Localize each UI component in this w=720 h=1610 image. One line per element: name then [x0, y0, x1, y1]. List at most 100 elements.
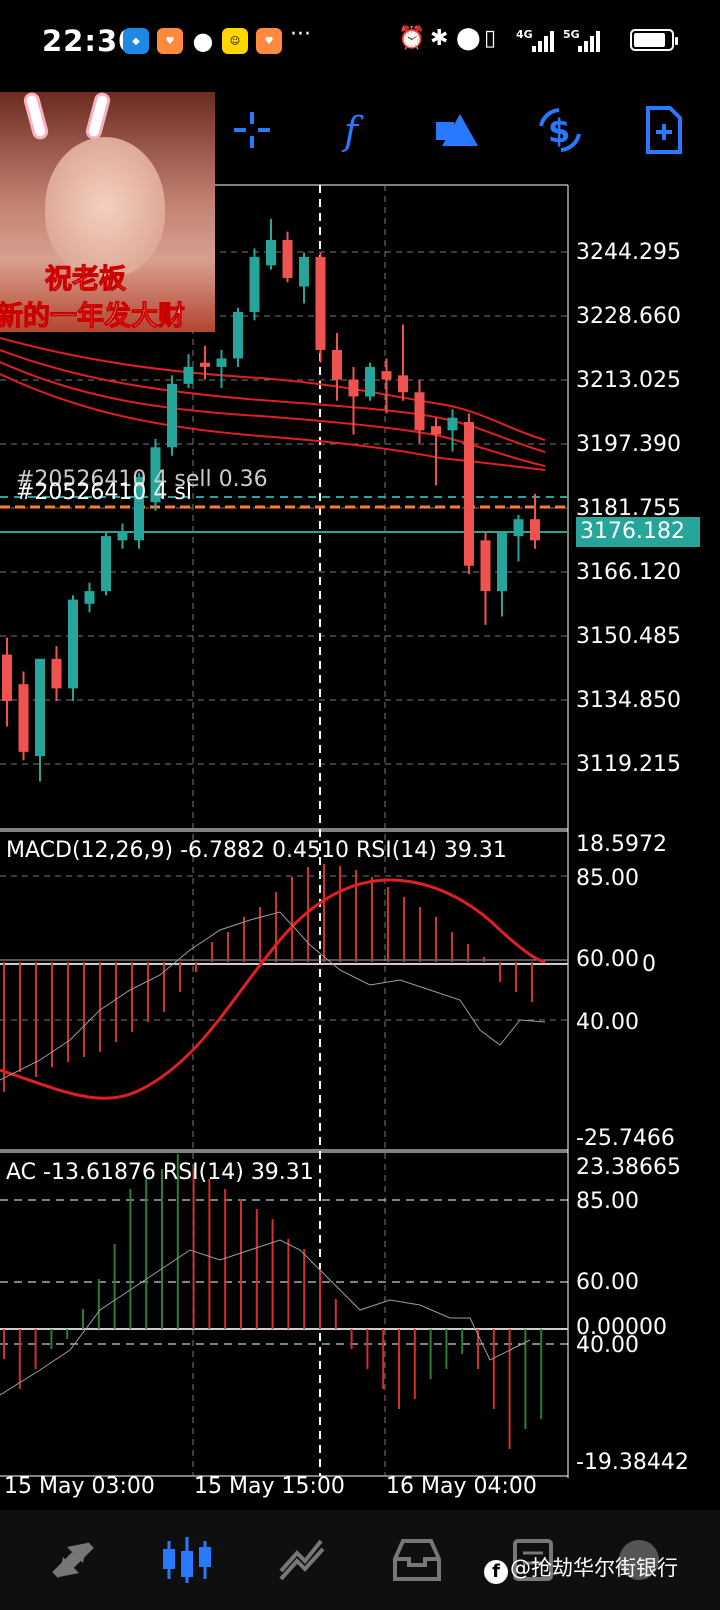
candle-body [51, 658, 62, 689]
y-label: 3228.660 [576, 304, 681, 329]
bunny-ear-left [22, 92, 50, 142]
candle-body [18, 684, 29, 752]
candle-body [464, 421, 474, 566]
macd-top-label: 18.5972 [576, 832, 667, 857]
ac-40-label: 40.00 [576, 1333, 639, 1358]
candle-body [35, 658, 45, 757]
candle-body [233, 311, 243, 359]
overlay-caption-1: 祝老板 [45, 264, 127, 296]
signal-icon [532, 30, 558, 56]
candle-body [266, 239, 276, 266]
x-label: 16 May 04:00 [386, 1474, 537, 1499]
signal-icon [578, 30, 604, 56]
macd-60-label: 60.00 [576, 947, 639, 972]
network-5g-label: 5G [563, 28, 580, 41]
bluetooth-icon: ✱ [430, 26, 449, 51]
trade-icon[interactable] [268, 1532, 338, 1588]
y-label: 3119.215 [576, 752, 681, 777]
bunny-ear-right [84, 92, 112, 142]
chart-toolbar: f $ [0, 92, 720, 172]
candle-body [332, 349, 342, 380]
candle-body [513, 519, 524, 537]
vibrate-icon: ▯ [484, 26, 497, 51]
crosshair-icon[interactable] [222, 100, 282, 160]
candle-body [348, 379, 359, 397]
svg-text:$: $ [548, 112, 570, 150]
smile-app-icon: ☺ [222, 28, 248, 54]
x-label: 15 May 03:00 [4, 1474, 155, 1499]
macd-title: MACD(12,26,9) -6.7882 0.4510 RSI(14) 39.… [6, 838, 507, 863]
ac-bottom-label: -19.38442 [576, 1450, 689, 1475]
settings-icon[interactable] [604, 1532, 674, 1588]
battery-level [634, 33, 665, 47]
y-label: 3166.120 [576, 560, 681, 585]
candle-body [68, 599, 78, 689]
ac-60-label: 60.00 [576, 1270, 639, 1295]
candle-body [2, 654, 12, 702]
ac-rsi-line [0, 1239, 531, 1396]
currency-swap-icon[interactable]: $ [530, 100, 590, 160]
rsi-line [0, 911, 546, 1081]
current-price-tag: 3176.182 [576, 517, 700, 547]
video-face [45, 137, 165, 277]
chat-bubble-icon: ● [192, 27, 214, 55]
bottom-navigation [0, 1510, 720, 1610]
moving-averages [0, 337, 546, 471]
candle-body [167, 383, 177, 448]
chart-area[interactable] [0, 0, 720, 1510]
y-label: 3197.390 [576, 432, 681, 457]
candle-body [315, 256, 326, 350]
messages-icon[interactable] [498, 1532, 568, 1588]
candle-body [530, 519, 540, 541]
overlay-caption-2: 新的一年发大财 [0, 301, 186, 333]
candle-body [447, 417, 458, 431]
y-label: 3150.485 [576, 624, 681, 649]
y-label: 3244.295 [576, 240, 681, 265]
y-label: 3134.850 [576, 688, 681, 713]
candle-body [480, 540, 491, 592]
candle-body [134, 476, 144, 541]
candle-body [497, 531, 507, 592]
heart-app-icon: ♥ [256, 28, 282, 54]
macd-signal-line [0, 878, 546, 1100]
chart-icon[interactable] [152, 1532, 222, 1588]
candle-body [414, 392, 425, 431]
y-label: 3213.025 [576, 368, 681, 393]
quotes-icon[interactable] [38, 1532, 108, 1588]
candle-body [381, 371, 392, 380]
order-label-sl[interactable]: #20526410 4 sl [16, 480, 192, 505]
candle-body [216, 358, 227, 367]
status-time: 22:30 [42, 24, 140, 58]
candle-body [200, 362, 210, 367]
macd-40-label: 40.00 [576, 1010, 639, 1035]
location-icon: ⬤ [456, 26, 481, 51]
history-icon[interactable] [382, 1532, 452, 1588]
candle-body [150, 447, 161, 503]
candle-body [282, 239, 293, 279]
douyin-logo-icon: f [484, 1560, 508, 1584]
candle-body [431, 426, 441, 435]
candle-body [84, 591, 95, 604]
candle-body [117, 531, 128, 541]
hello-app-icon: ◆ [123, 28, 149, 54]
order-label-sell[interactable]: #20526410 4 sell 0.36 [16, 467, 268, 492]
candle-body [398, 375, 408, 393]
macd-bottom-label: -25.7466 [576, 1126, 675, 1151]
floating-video-overlay[interactable]: 祝老板 新的一年发大财 [0, 92, 215, 332]
candle-body [249, 256, 260, 312]
watermark-text: @抢劫华尔街银行 [510, 1556, 678, 1580]
heart-app-icon: ♥ [157, 28, 183, 54]
function-icon[interactable]: f [326, 100, 386, 160]
more-notifications: ··· [290, 22, 311, 47]
macd-85-label: 85.00 [576, 866, 639, 891]
ac-zero-label: 0.00000 [576, 1315, 667, 1340]
new-document-icon[interactable] [634, 100, 694, 160]
ac-title: AC -13.61876 RSI(14) 39.31 [6, 1160, 314, 1185]
objects-icon[interactable] [428, 100, 488, 160]
macd-zero-label: 0 [642, 952, 656, 977]
candle-body [183, 366, 194, 384]
y-label: 3181.755 [576, 496, 681, 521]
ac-top-label: 23.38665 [576, 1155, 681, 1180]
x-label: 15 May 15:00 [194, 1474, 345, 1499]
candle-body [365, 366, 375, 397]
